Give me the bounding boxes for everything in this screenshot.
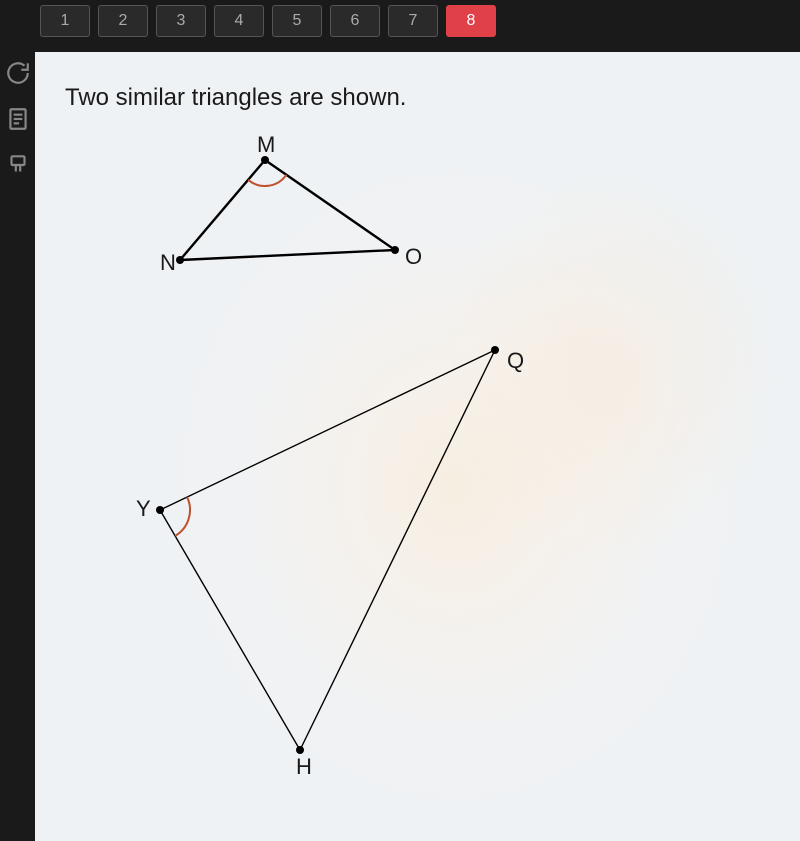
nav-tab-3[interactable]: 3 — [156, 5, 206, 37]
nav-tab-8[interactable]: 8 — [446, 5, 496, 37]
nav-tab-7[interactable]: 7 — [388, 5, 438, 37]
svg-text:O: O — [405, 244, 422, 269]
left-sidebar — [0, 42, 35, 841]
svg-text:H: H — [296, 754, 312, 779]
nav-tab-4[interactable]: 4 — [214, 5, 264, 37]
svg-text:Y: Y — [136, 496, 151, 521]
svg-text:N: N — [160, 250, 176, 275]
nav-tab-5[interactable]: 5 — [272, 5, 322, 37]
nav-tab-6[interactable]: 6 — [330, 5, 380, 37]
document-icon[interactable] — [5, 106, 31, 132]
top-nav-bar: 1 2 3 4 5 6 7 8 — [0, 0, 800, 42]
svg-text:Q: Q — [507, 348, 524, 373]
svg-text:M: M — [257, 132, 275, 157]
refresh-icon[interactable] — [5, 60, 31, 86]
content-area: Two similar triangles are shown. M N O Q Y H — [35, 52, 800, 841]
prompt-text: Two similar triangles are shown. — [65, 84, 770, 112]
nav-tab-2[interactable]: 2 — [98, 5, 148, 37]
triangles-diagram: M N O Q Y H — [65, 130, 765, 810]
tool-icon[interactable] — [5, 152, 31, 178]
nav-tab-1[interactable]: 1 — [40, 5, 90, 37]
